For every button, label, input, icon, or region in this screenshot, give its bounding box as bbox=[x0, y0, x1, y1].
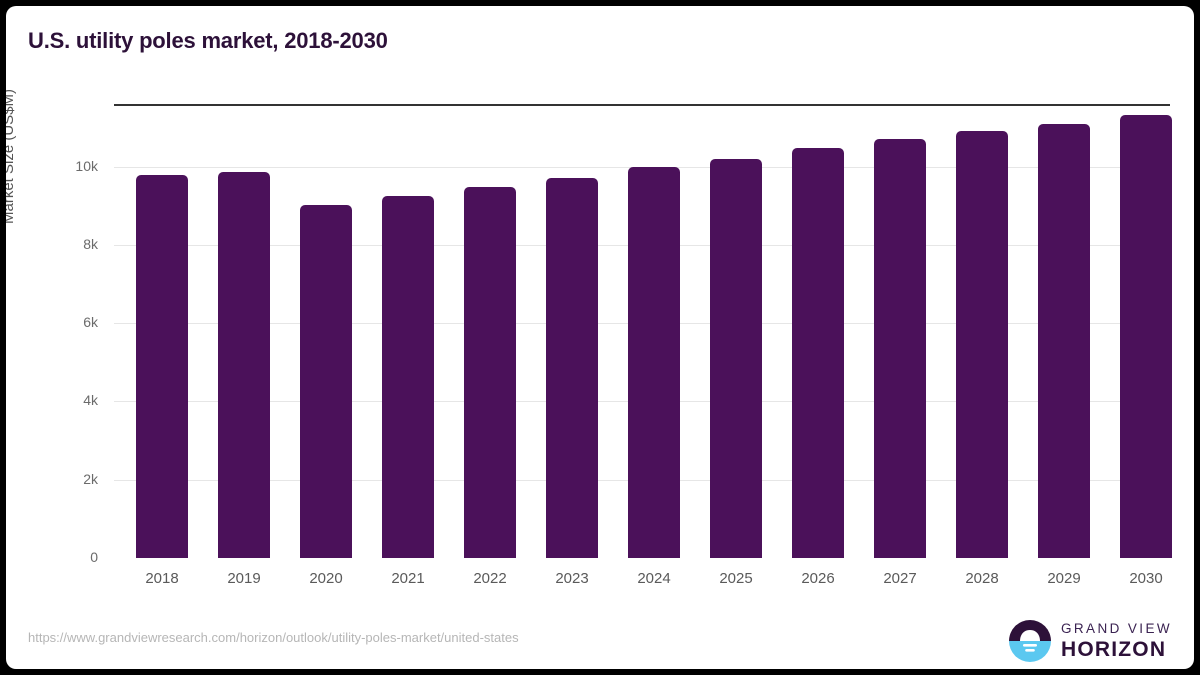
y-axis-tick-label: 0 bbox=[90, 549, 98, 565]
brand-logo[interactable]: GRAND VIEW HORIZON bbox=[1008, 618, 1172, 664]
bar[interactable] bbox=[1038, 123, 1090, 558]
bar[interactable] bbox=[710, 158, 762, 558]
x-axis-line bbox=[114, 104, 1170, 106]
y-axis-tick-label: 8k bbox=[83, 235, 98, 252]
bar[interactable] bbox=[792, 148, 844, 558]
bar[interactable] bbox=[300, 204, 352, 558]
x-axis-tick-label: 2027 bbox=[883, 570, 917, 587]
logo-wordmark: GRAND VIEW HORIZON bbox=[1061, 622, 1172, 660]
x-axis-tick-label: 2023 bbox=[555, 570, 589, 587]
y-axis-tick-label: 10k bbox=[75, 157, 98, 174]
x-axis-tick-label: 2022 bbox=[473, 570, 507, 587]
logo-line-2: HORIZON bbox=[1060, 637, 1167, 661]
x-axis-tick-label: 2030 bbox=[1129, 570, 1163, 587]
source-url[interactable]: https://www.grandviewresearch.com/horizo… bbox=[28, 630, 519, 645]
bar[interactable] bbox=[218, 172, 270, 558]
logo-line-1: GRAND VIEW bbox=[1060, 621, 1172, 637]
x-axis-tick-label: 2029 bbox=[1047, 570, 1081, 587]
bar[interactable] bbox=[382, 195, 434, 558]
x-axis-tick-label: 2020 bbox=[309, 570, 343, 587]
x-axis-tick-label: 2019 bbox=[227, 570, 261, 587]
x-axis-tick-label: 2024 bbox=[637, 570, 671, 587]
chart-card: U.S. utility poles market, 2018-2030 Mar… bbox=[6, 6, 1194, 669]
bar[interactable] bbox=[464, 186, 516, 558]
y-axis-title: Market Size (US$M) bbox=[6, 88, 17, 224]
x-axis-tick-label: 2028 bbox=[965, 570, 999, 587]
bar[interactable] bbox=[628, 167, 680, 558]
x-axis-tick-label: 2018 bbox=[145, 570, 179, 587]
x-axis-tick-label: 2021 bbox=[391, 570, 425, 587]
bar[interactable] bbox=[956, 131, 1008, 558]
bar[interactable] bbox=[546, 177, 598, 558]
page-title: U.S. utility poles market, 2018-2030 bbox=[28, 28, 388, 53]
bar[interactable] bbox=[136, 174, 188, 558]
bar[interactable] bbox=[1120, 114, 1172, 558]
bar[interactable] bbox=[874, 139, 926, 558]
x-axis-tick-label: 2026 bbox=[801, 570, 835, 587]
plot-area: 2018 2019 2020 2021 2022 2023 2024 2025 2026 2027… bbox=[114, 104, 1172, 587]
grand-view-horizon-logo-icon bbox=[1008, 620, 1051, 662]
y-axis-tick-label: 4k bbox=[83, 392, 98, 409]
x-axis-tick-label: 2025 bbox=[719, 570, 753, 587]
y-axis-tick-label: 2k bbox=[83, 470, 98, 487]
y-axis-tick-label: 6k bbox=[83, 314, 98, 331]
gridline bbox=[114, 166, 1170, 168]
